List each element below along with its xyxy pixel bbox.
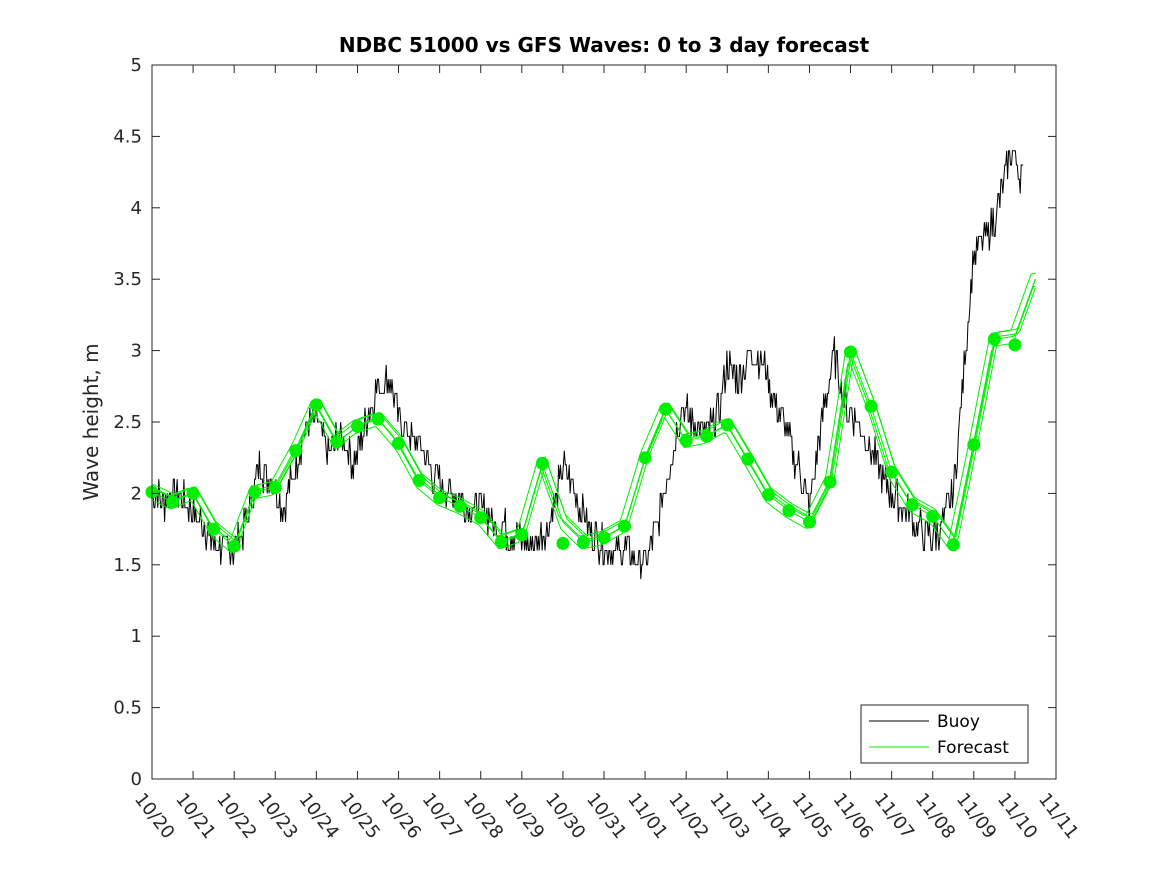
y-tick-label: 3 (131, 341, 142, 362)
forecast-marker (844, 345, 857, 359)
forecast-marker (987, 332, 1001, 346)
forecast-marker (186, 486, 200, 500)
forecast-marker (474, 511, 488, 525)
y-tick-label: 1.5 (113, 555, 142, 576)
forecast-marker (535, 456, 549, 470)
forecast-marker (803, 515, 816, 529)
legend-box (860, 704, 1029, 764)
y-tick-label: 4 (131, 198, 142, 219)
forecast-marker (597, 531, 611, 545)
forecast-marker (515, 528, 529, 542)
forecast-marker (885, 465, 899, 479)
forecast-marker (926, 509, 940, 523)
legend: Buoy Forecast (860, 704, 1029, 764)
forecast-marker (761, 488, 775, 502)
y-tick-label: 0.5 (113, 698, 142, 719)
forecast-marker (659, 402, 673, 416)
forecast-marker (248, 485, 262, 499)
forecast-marker (741, 452, 755, 466)
forecast-marker (330, 435, 344, 449)
forecast-marker (494, 535, 508, 549)
forecast-marker (166, 495, 179, 509)
chart-title: NDBC 51000 vs GFS Waves: 0 to 3 day fore… (339, 33, 870, 57)
legend-forecast-label: Forecast (937, 738, 1009, 758)
y-axis-label: Wave height, m (79, 343, 103, 500)
forecast-marker (453, 499, 467, 513)
y-tick-label: 0 (131, 769, 142, 790)
forecast-marker (967, 438, 981, 452)
forecast-marker (268, 481, 282, 495)
forecast-marker (309, 398, 323, 412)
forecast-marker (946, 538, 960, 552)
forecast-marker (1008, 338, 1022, 352)
y-tick-label: 1 (131, 626, 142, 647)
forecast-marker (556, 536, 570, 550)
forecast-marker (577, 535, 590, 549)
forecast-marker (433, 491, 447, 505)
y-tick-label: 2 (131, 483, 142, 504)
forecast-marker (392, 436, 405, 450)
forecast-marker (289, 444, 303, 458)
buoy-series-line (152, 150, 1024, 580)
forecast-marker (351, 419, 364, 433)
y-tick-label: 4.5 (113, 126, 142, 147)
forecast-marker (720, 418, 734, 432)
forecast-marker (207, 522, 221, 536)
forecast-marker (227, 539, 241, 553)
forecast-marker (782, 504, 796, 517)
legend-buoy-label: Buoy (937, 712, 980, 732)
forecast-marker (371, 412, 385, 426)
forecast-marker (412, 474, 426, 487)
forecast-series-line (151, 279, 1036, 547)
plot-area (145, 150, 1036, 580)
forecast-marker (638, 451, 652, 465)
forecast-marker (618, 519, 631, 533)
forecast-marker (864, 399, 878, 413)
y-tick-label: 2.5 (113, 412, 142, 433)
forecast-marker (700, 429, 714, 443)
y-tick-label: 3.5 (113, 269, 142, 290)
forecast-marker (679, 434, 693, 448)
forecast-marker (905, 498, 919, 512)
forecast-marker (823, 475, 837, 489)
y-tick-label: 5 (131, 55, 142, 76)
